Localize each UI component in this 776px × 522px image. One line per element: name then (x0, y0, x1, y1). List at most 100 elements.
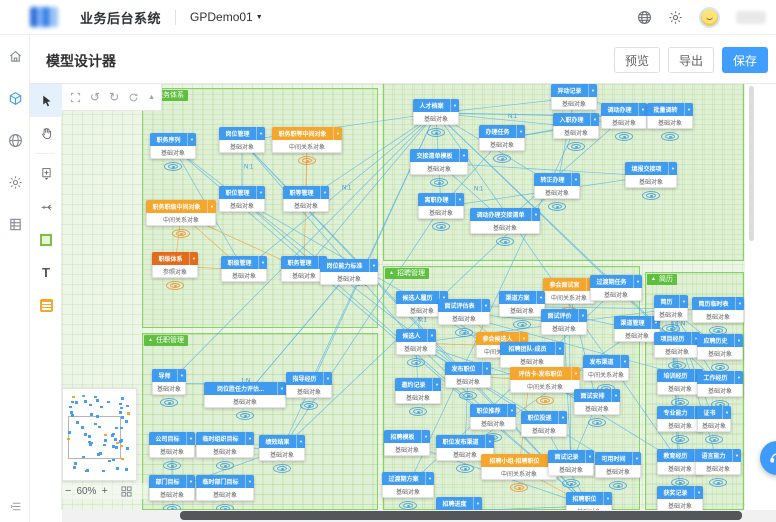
chevron-down-icon[interactable]: ▼ (187, 133, 196, 146)
chevron-down-icon[interactable]: ▼ (722, 406, 731, 419)
chevron-down-icon[interactable]: ▼ (323, 372, 332, 385)
chevron-down-icon[interactable]: ▼ (481, 299, 490, 312)
sidebar-item-home[interactable] (0, 35, 30, 77)
chevron-down-icon[interactable]: ▼ (425, 472, 434, 485)
model-node[interactable]: 面试评价 ▼ 基础对象 (541, 309, 587, 335)
model-node[interactable]: 入职办理 ▼ 基础对象 (553, 113, 599, 139)
chevron-down-icon[interactable]: ▼ (482, 362, 491, 375)
model-node[interactable]: 参会面试官▼中间关系对象 (543, 278, 595, 304)
model-node[interactable]: 人才档案 ▼ 基础对象 (413, 99, 459, 125)
model-canvas[interactable]: ▲职务体系▲任职管理▲招聘管理▲简历N:11:NN:1N:1N:1N:1N:11… (62, 84, 745, 510)
chevron-down-icon[interactable]: ▼ (632, 452, 641, 465)
model-node[interactable]: 职位管理 ▼ 基础对象 (219, 186, 265, 212)
model-node[interactable]: 部门目标 ▼ 基础对象 (149, 475, 195, 501)
chevron-down-icon[interactable]: ▼ (256, 127, 265, 140)
chevron-down-icon[interactable]: ▼ (256, 186, 265, 199)
chevron-down-icon[interactable]: ▼ (571, 173, 580, 186)
sidebar-collapse-icon[interactable] (0, 494, 30, 518)
model-node[interactable]: 指导经历 ▼ 基础对象 (286, 372, 332, 398)
model-node[interactable]: 应聘历史 ▼ 基础对象 (697, 334, 743, 360)
model-node[interactable]: 面试记录 ▼ 基础对象 (548, 450, 594, 476)
model-node[interactable]: 职务序列 ▼ 基础对象 (150, 133, 196, 159)
chevron-down-icon[interactable]: ▼ (558, 411, 567, 424)
model-node[interactable]: 招聘职位▼基础对象 (566, 492, 612, 510)
model-node[interactable]: 项目经历 ▼ 基础对象 (654, 332, 700, 358)
chevron-down-icon[interactable]: ▼ (245, 475, 254, 488)
chevron-down-icon[interactable]: ▼ (516, 125, 525, 138)
zoom-in-button[interactable]: + (101, 485, 108, 497)
chevron-down-icon[interactable]: ▼ (638, 103, 647, 116)
globe-icon[interactable] (637, 10, 652, 25)
fullscreen-icon[interactable] (70, 92, 81, 103)
chevron-down-icon[interactable]: ▼ (485, 435, 494, 448)
model-node[interactable]: 职务职级中间对象 ▼ 中间关系对象 (146, 200, 216, 226)
chevron-down-icon[interactable]: ▼ (620, 355, 629, 368)
model-node[interactable]: 转正办理 ▼ 基础对象 (534, 173, 580, 199)
chevron-down-icon[interactable]: ▼ (427, 329, 436, 342)
model-node[interactable]: 离职办理 ▼ 基础对象 (418, 193, 464, 219)
sidebar-item-settings[interactable] (0, 161, 30, 203)
save-button[interactable]: 保存 (721, 47, 768, 73)
model-node[interactable]: 批量调转 ▼ 基础对象 (647, 103, 693, 129)
workspace-selector[interactable]: GPDemo01 ▼ (190, 10, 263, 24)
model-node[interactable]: 面试安排 ▼ 基础对象 (574, 389, 620, 415)
model-node[interactable]: 岗位能力标准 ▼ 基础对象 (320, 259, 378, 285)
model-node[interactable]: 过渡期任务 ▼ 基础对象 (590, 275, 642, 301)
chevron-down-icon[interactable]: ▼ (189, 252, 198, 265)
model-node[interactable]: 可用时间 ▼ 基础对象 (595, 452, 641, 478)
horizontal-scrollbar-thumb[interactable] (180, 511, 742, 520)
model-node[interactable]: 简历临时表 ▼ 基础对象 (692, 297, 744, 323)
chevron-down-icon[interactable]: ▼ (531, 208, 540, 221)
vertical-scrollbar[interactable] (749, 86, 754, 241)
model-node[interactable]: 职务职等中间对象 ▼ 中间关系对象 (272, 127, 342, 153)
chevron-down-icon[interactable]: ▼ (633, 275, 642, 288)
chevron-down-icon[interactable]: ▼ (536, 291, 545, 304)
model-node[interactable]: 临时组织目标 ▼ 基础对象 (196, 432, 254, 458)
sidebar-item-data[interactable] (0, 203, 30, 245)
chevron-down-icon[interactable]: ▼ (734, 334, 743, 347)
chevron-down-icon[interactable]: ▼ (555, 342, 564, 355)
zoom-out-button[interactable]: − (65, 485, 72, 497)
group-label[interactable]: ▲ 招聘管理 (385, 268, 429, 279)
undo-icon[interactable]: ↺ (90, 90, 101, 104)
model-node[interactable]: 职级管理 ▼ 基础对象 (221, 256, 267, 282)
chevron-down-icon[interactable]: ▼ (450, 99, 459, 112)
chevron-down-icon[interactable]: ▼ (603, 492, 612, 505)
model-node[interactable]: 职位推荐 ▼ 基础对象 (470, 404, 516, 430)
sidebar-item-globe[interactable] (0, 119, 30, 161)
chevron-down-icon[interactable]: ▼ (333, 127, 342, 140)
model-node[interactable]: 临时部门目标 ▼ 基础对象 (196, 475, 254, 501)
chevron-down-icon[interactable]: ▼ (668, 162, 677, 175)
chevron-down-icon[interactable]: ▼ (245, 432, 254, 445)
chevron-down-icon[interactable]: ▼ (735, 297, 744, 310)
model-node[interactable]: 招聘小组-招聘职位▼中间关系对象 (481, 454, 557, 480)
chevron-down-icon[interactable]: ▼ (732, 449, 741, 462)
note-tool[interactable] (30, 289, 62, 322)
model-node[interactable]: 职级体系 ▼ 参照对象 (152, 252, 198, 278)
chevron-down-icon[interactable]: ▼ (455, 193, 464, 206)
select-tool[interactable] (30, 84, 62, 117)
pan-tool[interactable] (30, 117, 62, 150)
chevron-down-icon[interactable]: ▼ (186, 475, 195, 488)
model-node[interactable]: 邀约记录 ▼ 基础对象 (395, 378, 441, 404)
chevron-down-icon[interactable]: ▼ (369, 259, 378, 272)
chevron-down-icon[interactable]: ▼ (207, 200, 216, 213)
horizontal-scrollbar-track[interactable] (62, 510, 776, 522)
chevron-down-icon[interactable]: ▼ (459, 149, 468, 162)
model-node[interactable]: 绩效结果 ▼ 基础对象 (259, 435, 305, 461)
fit-view-icon[interactable] (121, 485, 132, 497)
chevron-down-icon[interactable]: ▼ (571, 367, 580, 380)
chevron-down-icon[interactable]: ▼ (432, 378, 441, 391)
model-node[interactable]: 证书 ▼ 基础对象 (697, 406, 731, 432)
model-node[interactable]: 职等管理 ▼ 基础对象 (283, 186, 329, 212)
chevron-down-icon[interactable]: ▼ (588, 84, 597, 97)
refresh-icon[interactable] (128, 92, 139, 103)
model-node[interactable]: 岗位胜任力评估... ▼ 基础对象 (204, 382, 286, 408)
model-node[interactable]: 交接清单模板 ▼ 基础对象 (410, 149, 468, 175)
model-node[interactable]: 渠道方案 ▼ 基础对象 (499, 291, 545, 317)
model-node[interactable]: 填报交接项 ▼ 基础对象 (625, 162, 677, 188)
chevron-down-icon[interactable]: ▼ (585, 450, 594, 463)
chevron-down-icon[interactable]: ▼ (679, 295, 688, 308)
chevron-down-icon[interactable]: ▼ (421, 430, 430, 443)
model-node[interactable]: 过渡期方案 ▼ 基础对象 (382, 472, 434, 498)
